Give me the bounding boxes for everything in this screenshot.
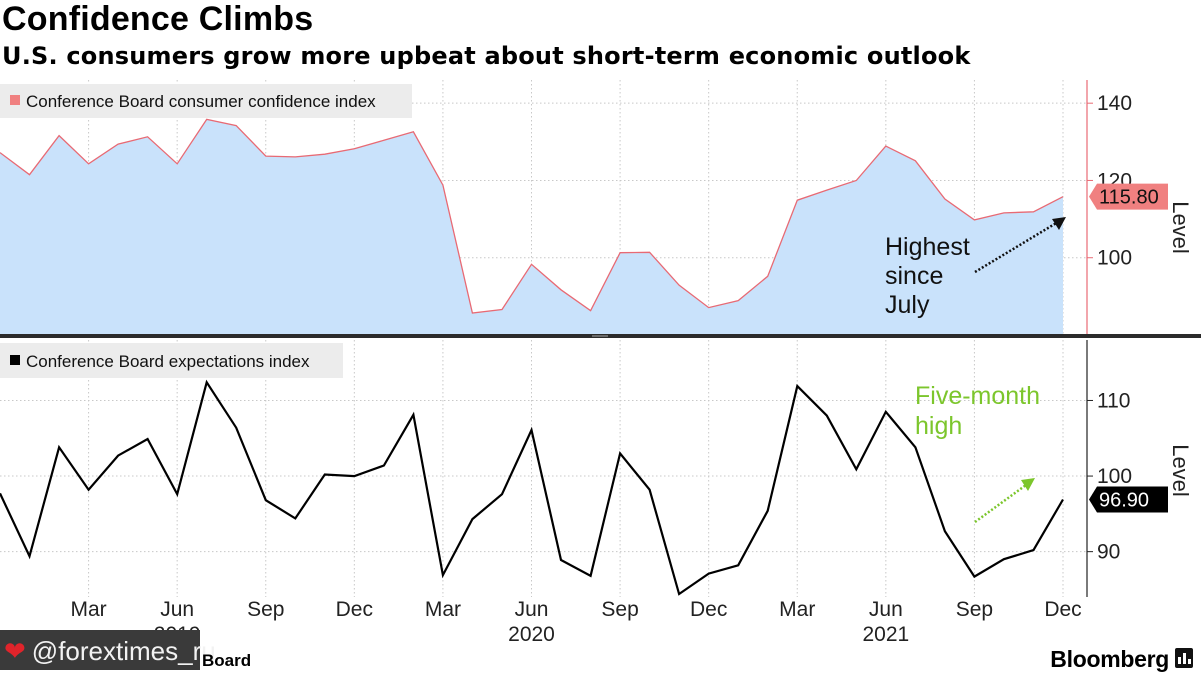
x-tick-label: Dec [690, 598, 727, 621]
watermark-text: @forextimes_ru [31, 636, 216, 666]
expectations-y-tick-label: 100 [1097, 465, 1132, 488]
brand-logo-text: Bloomberg [1050, 646, 1169, 672]
x-tick-label: Jun [160, 598, 194, 621]
confidence-annotation-line: July [885, 291, 930, 319]
x-tick-label: Sep [956, 598, 993, 621]
expectations-last-value-badge [1089, 486, 1168, 513]
expectations-annotation-arrow [974, 483, 1027, 524]
confidence-legend-swatch [10, 95, 20, 105]
x-tick-label: Sep [247, 598, 284, 621]
x-tick-label: Mar [70, 598, 106, 621]
x-tick-label: Jun [869, 598, 903, 621]
confidence-annotation-arrow [974, 220, 1059, 274]
heart-icon: ❤ [4, 636, 26, 666]
expectations-legend-label: Conference Board expectations index [26, 352, 310, 371]
expectations-annotation-line: high [915, 412, 962, 440]
x-year-label: 2020 [508, 623, 555, 646]
confidence-last-value-badge [1089, 183, 1168, 210]
x-tick-label: Jun [515, 598, 549, 621]
confidence-legend-label: Conference Board consumer confidence ind… [26, 92, 376, 111]
confidence-area-fill [0, 119, 1063, 336]
x-year-label: 2021 [862, 623, 909, 646]
confidence-annotation-line: Highest [885, 233, 970, 261]
confidence-y-tick-label: 100 [1097, 247, 1132, 270]
x-tick-label: Mar [779, 598, 815, 621]
watermark-bar [0, 630, 200, 670]
confidence-last-value-label: 115.80 [1099, 187, 1159, 209]
chart-title: Confidence Climbs [2, 0, 314, 38]
source-text: Board [202, 651, 252, 670]
confidence-y-tick-label: 140 [1097, 92, 1132, 115]
confidence-legend-box [0, 84, 412, 118]
expectations-y-axis-label: Level [1168, 444, 1193, 497]
expectations-legend-box [0, 343, 343, 378]
confidence-annotation-arrowhead [1052, 217, 1066, 230]
x-tick-label: Dec [1044, 598, 1081, 621]
confidence-annotation-line: since [885, 262, 943, 290]
expectations-annotation-arrowhead [1021, 478, 1035, 491]
expectations-last-value-label: 96.90 [1099, 489, 1149, 511]
expectations-y-tick-label: 110 [1097, 389, 1130, 412]
expectations-line [0, 379, 1064, 596]
watermark: ❤ @forextimes_ru [4, 636, 216, 667]
expectations-y-tick-label: 90 [1097, 541, 1120, 564]
expectations-annotation-line: Five-month [915, 382, 1040, 410]
x-tick-label: Dec [336, 598, 373, 621]
expectations-legend-swatch [10, 355, 20, 365]
chart-subtitle: U.S. consumers grow more upbeat about sh… [2, 42, 971, 70]
x-tick-label: Mar [425, 598, 461, 621]
confidence-line [0, 118, 1064, 314]
x-tick-label: Sep [601, 598, 638, 621]
confidence-y-axis-label: Level [1168, 201, 1193, 254]
bloomberg-terminal-icon [1175, 648, 1193, 668]
